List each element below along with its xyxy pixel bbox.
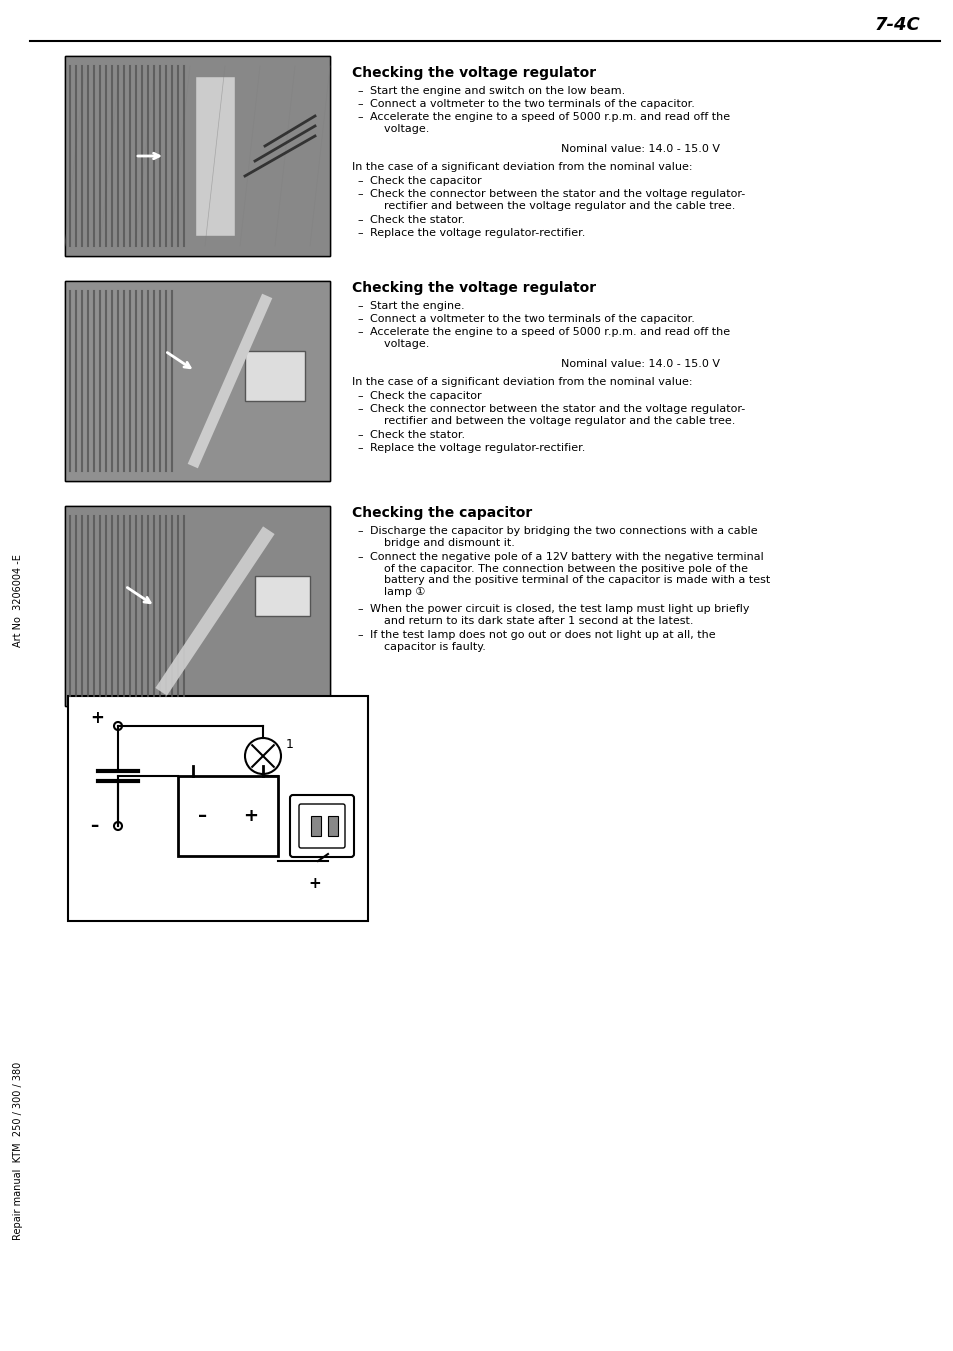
Text: If the test lamp does not go out or does not light up at all, the
    capacitor : If the test lamp does not go out or does… bbox=[370, 630, 715, 651]
Text: Repair manual  KTM  250 / 300 / 380: Repair manual KTM 250 / 300 / 380 bbox=[13, 1062, 23, 1240]
Text: –: – bbox=[356, 526, 362, 536]
Text: –: – bbox=[356, 327, 362, 336]
Bar bbox=[328, 816, 337, 836]
Text: –: – bbox=[90, 817, 98, 835]
Circle shape bbox=[245, 738, 281, 774]
Text: +: + bbox=[308, 877, 320, 892]
Text: –: – bbox=[356, 313, 362, 324]
Text: –: – bbox=[198, 807, 207, 825]
Text: Art No  3206004 -E: Art No 3206004 -E bbox=[13, 554, 23, 647]
FancyBboxPatch shape bbox=[298, 804, 345, 848]
Text: –: – bbox=[356, 604, 362, 613]
Text: 7-4C: 7-4C bbox=[873, 16, 919, 34]
Text: Check the connector between the stator and the voltage regulator-
    rectifier : Check the connector between the stator a… bbox=[370, 404, 744, 426]
Bar bbox=[65, 281, 330, 481]
Bar bbox=[65, 507, 330, 707]
Text: –: – bbox=[356, 228, 362, 238]
Text: Check the stator.: Check the stator. bbox=[370, 430, 465, 440]
Text: Nominal value: 14.0 - 15.0 V: Nominal value: 14.0 - 15.0 V bbox=[561, 359, 720, 369]
Text: When the power circuit is closed, the test lamp must light up briefly
    and re: When the power circuit is closed, the te… bbox=[370, 604, 749, 626]
Bar bbox=[311, 816, 320, 836]
Text: Connect a voltmeter to the two terminals of the capacitor.: Connect a voltmeter to the two terminals… bbox=[370, 313, 694, 324]
Bar bbox=[194, 76, 234, 236]
Text: –: – bbox=[356, 553, 362, 562]
Bar bbox=[65, 507, 330, 707]
Text: Check the stator.: Check the stator. bbox=[370, 215, 465, 226]
Bar bbox=[65, 55, 330, 255]
Text: Check the connector between the stator and the voltage regulator-
    rectifier : Check the connector between the stator a… bbox=[370, 189, 744, 211]
Circle shape bbox=[113, 821, 122, 830]
Text: –: – bbox=[356, 99, 362, 109]
Bar bbox=[65, 281, 330, 481]
Bar bbox=[254, 576, 310, 616]
Text: Checking the capacitor: Checking the capacitor bbox=[352, 507, 532, 520]
Bar bbox=[245, 351, 305, 401]
Text: Checking the voltage regulator: Checking the voltage regulator bbox=[352, 281, 596, 295]
Bar bbox=[178, 775, 277, 857]
Text: 1: 1 bbox=[286, 738, 294, 751]
FancyBboxPatch shape bbox=[290, 794, 354, 857]
Text: Accelerate the engine to a speed of 5000 r.p.m. and read off the
    voltage.: Accelerate the engine to a speed of 5000… bbox=[370, 112, 729, 134]
Text: Replace the voltage regulator-rectifier.: Replace the voltage regulator-rectifier. bbox=[370, 228, 585, 238]
Text: –: – bbox=[356, 86, 362, 96]
Bar bbox=[68, 696, 368, 921]
Text: –: – bbox=[356, 390, 362, 401]
Text: Connect a voltmeter to the two terminals of the capacitor.: Connect a voltmeter to the two terminals… bbox=[370, 99, 694, 109]
Text: In the case of a significant deviation from the nominal value:: In the case of a significant deviation f… bbox=[352, 377, 692, 386]
Text: Start the engine.: Start the engine. bbox=[370, 301, 464, 311]
Text: In the case of a significant deviation from the nominal value:: In the case of a significant deviation f… bbox=[352, 162, 692, 172]
Text: Connect the negative pole of a 12V battery with the negative terminal
    of the: Connect the negative pole of a 12V batte… bbox=[370, 553, 769, 597]
Text: –: – bbox=[356, 630, 362, 640]
Text: +: + bbox=[90, 709, 104, 727]
Text: –: – bbox=[356, 404, 362, 413]
Bar bbox=[65, 55, 330, 255]
Text: +: + bbox=[243, 807, 257, 825]
Text: –: – bbox=[356, 176, 362, 186]
Text: Checking the voltage regulator: Checking the voltage regulator bbox=[352, 66, 596, 80]
Text: –: – bbox=[356, 301, 362, 311]
Text: –: – bbox=[356, 189, 362, 199]
Text: Check the capacitor: Check the capacitor bbox=[370, 176, 481, 186]
Text: –: – bbox=[356, 430, 362, 440]
Circle shape bbox=[113, 721, 122, 730]
Text: –: – bbox=[356, 112, 362, 122]
Text: Nominal value: 14.0 - 15.0 V: Nominal value: 14.0 - 15.0 V bbox=[561, 145, 720, 154]
Text: Accelerate the engine to a speed of 5000 r.p.m. and read off the
    voltage.: Accelerate the engine to a speed of 5000… bbox=[370, 327, 729, 349]
Text: Discharge the capacitor by bridging the two connections with a cable
    bridge : Discharge the capacitor by bridging the … bbox=[370, 526, 757, 547]
Text: Replace the voltage regulator-rectifier.: Replace the voltage regulator-rectifier. bbox=[370, 443, 585, 453]
Text: –: – bbox=[356, 443, 362, 453]
Text: Start the engine and switch on the low beam.: Start the engine and switch on the low b… bbox=[370, 86, 624, 96]
Text: –: – bbox=[356, 215, 362, 226]
Text: Check the capacitor: Check the capacitor bbox=[370, 390, 481, 401]
